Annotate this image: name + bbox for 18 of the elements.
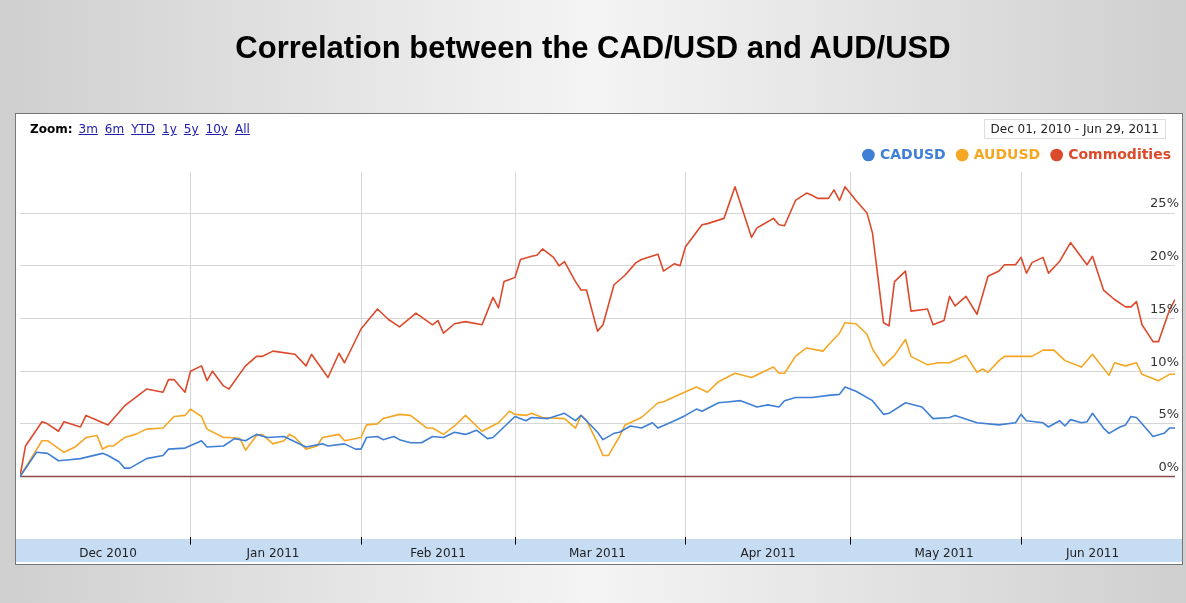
x-tick-label: Feb 2011: [410, 545, 466, 560]
chart-title: Correlation between the CAD/USD and AUD/USD: [234, 30, 952, 66]
x-tick-label: Jan 2011: [245, 545, 300, 560]
text: Dec 01, 2010 - Jun 29, 2011: [983, 119, 1166, 139]
y-tick-label: 20%: [1150, 248, 1179, 264]
x-tick-label: Jun 2011: [1064, 545, 1120, 560]
x-tick-label: Apr 2011: [740, 545, 796, 560]
x-tick-label: Mar 2011: [569, 545, 626, 560]
y-tick-label: 10%: [1150, 353, 1179, 369]
y-tick-label: 0%: [1158, 458, 1179, 474]
legend-label: CADUSD: [879, 145, 946, 162]
legend-label: Commodities: [1068, 145, 1171, 162]
x-tick-label: May 2011: [914, 545, 974, 560]
x-tick-label: Dec 2010: [79, 545, 137, 560]
y-tick-label: 5%: [1158, 406, 1179, 422]
y-tick-label: 25%: [1150, 195, 1179, 211]
legend-label: AUDUSD: [973, 145, 1041, 162]
text: Zoom: 3m 6m YTD 1y 5y 10y All: [30, 122, 250, 136]
